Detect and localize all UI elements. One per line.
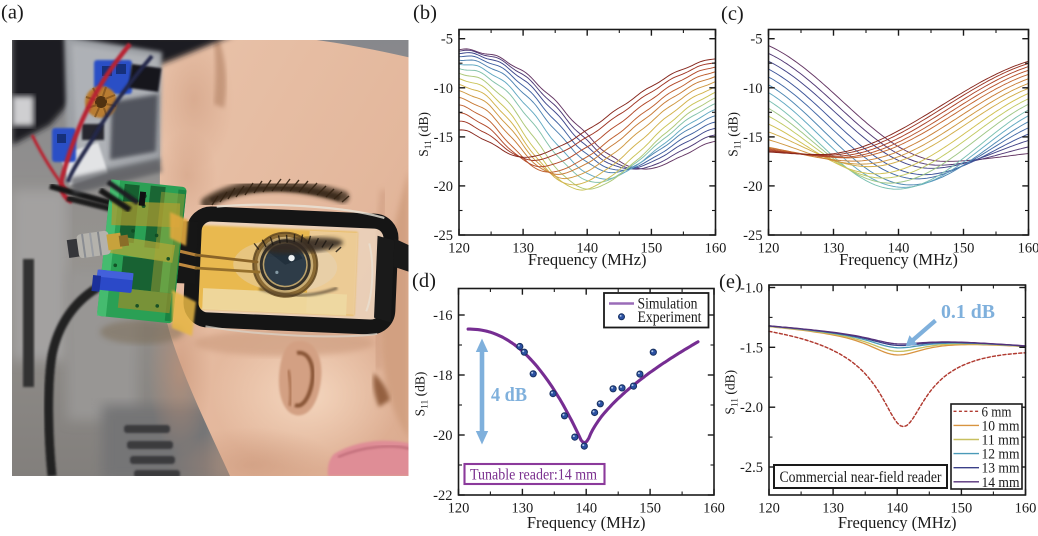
- svg-text:-5: -5: [441, 32, 453, 48]
- svg-text:(a): (a): [1, 2, 24, 24]
- svg-text:150: 150: [639, 501, 661, 517]
- svg-text:130: 130: [822, 501, 844, 517]
- svg-text:11: 11: [731, 398, 741, 407]
- svg-text:120: 120: [758, 501, 780, 517]
- svg-text:150: 150: [641, 241, 663, 257]
- svg-text:120: 120: [758, 241, 780, 257]
- svg-text:12 mm: 12 mm: [982, 447, 1021, 463]
- svg-text:(dB): (dB): [413, 372, 428, 397]
- svg-text:-20: -20: [434, 179, 453, 195]
- svg-text:6 mm: 6 mm: [982, 404, 1013, 420]
- svg-text:-1.0: -1.0: [740, 281, 763, 297]
- svg-text:Simulation: Simulation: [638, 296, 698, 313]
- svg-text:13 mm: 13 mm: [982, 461, 1021, 477]
- svg-text:11: 11: [734, 140, 744, 149]
- svg-text:-15: -15: [434, 130, 453, 146]
- svg-text:11 mm: 11 mm: [982, 433, 1021, 449]
- svg-text:-20: -20: [433, 428, 452, 444]
- svg-text:(dB): (dB): [723, 370, 738, 395]
- svg-text:-2.5: -2.5: [740, 460, 763, 476]
- svg-text:160: 160: [1018, 241, 1038, 257]
- svg-text:(c): (c): [721, 3, 744, 25]
- svg-text:4 dB: 4 dB: [491, 384, 527, 406]
- svg-text:S: S: [723, 407, 738, 415]
- svg-text:Tunable reader:14 mm: Tunable reader:14 mm: [470, 467, 597, 484]
- svg-text:130: 130: [823, 241, 845, 257]
- svg-text:(dB): (dB): [416, 112, 431, 137]
- svg-text:-2.0: -2.0: [740, 400, 763, 416]
- svg-text:(b): (b): [413, 2, 437, 24]
- svg-text:-10: -10: [434, 81, 453, 97]
- svg-text:-16: -16: [433, 308, 452, 324]
- svg-text:150: 150: [953, 241, 975, 257]
- svg-text:11: 11: [421, 400, 431, 409]
- svg-text:140: 140: [886, 501, 908, 517]
- svg-text:130: 130: [512, 501, 534, 517]
- svg-text:130: 130: [512, 241, 534, 257]
- svg-text:-25: -25: [743, 228, 762, 244]
- svg-text:-10: -10: [743, 81, 762, 97]
- svg-text:140: 140: [888, 241, 910, 257]
- svg-text:150: 150: [951, 501, 973, 517]
- svg-text:-25: -25: [434, 228, 453, 244]
- svg-text:-22: -22: [433, 488, 452, 504]
- svg-text:(dB): (dB): [726, 112, 741, 137]
- svg-text:(d): (d): [412, 270, 436, 292]
- svg-text:10 mm: 10 mm: [982, 418, 1021, 434]
- svg-text:Experiment: Experiment: [638, 309, 703, 326]
- svg-text:160: 160: [1015, 501, 1037, 517]
- svg-text:(e): (e): [719, 271, 742, 293]
- svg-text:S: S: [416, 149, 431, 157]
- svg-text:Frequency (MHz): Frequency (MHz): [838, 513, 957, 531]
- svg-text:14 mm: 14 mm: [982, 475, 1021, 491]
- svg-text:140: 140: [576, 241, 598, 257]
- svg-text:11: 11: [424, 140, 434, 149]
- svg-text:120: 120: [448, 501, 470, 517]
- svg-text:-20: -20: [743, 179, 762, 195]
- svg-text:Frequency (MHz): Frequency (MHz): [839, 250, 958, 269]
- svg-text:S: S: [413, 409, 428, 417]
- svg-text:160: 160: [705, 241, 727, 257]
- svg-text:-18: -18: [433, 368, 452, 384]
- svg-text:-1.5: -1.5: [740, 340, 763, 356]
- svg-text:-15: -15: [743, 130, 762, 146]
- svg-text:S: S: [726, 149, 741, 157]
- svg-text:0.1 dB: 0.1 dB: [941, 301, 995, 323]
- svg-text:160: 160: [703, 501, 725, 517]
- svg-text:140: 140: [575, 501, 597, 517]
- svg-text:120: 120: [448, 241, 470, 257]
- svg-text:Frequency (MHz): Frequency (MHz): [528, 250, 647, 269]
- svg-text:-5: -5: [750, 32, 762, 48]
- svg-text:Commercial near-field reader: Commercial near-field reader: [780, 469, 943, 486]
- svg-text:Frequency (MHz): Frequency (MHz): [527, 513, 646, 531]
